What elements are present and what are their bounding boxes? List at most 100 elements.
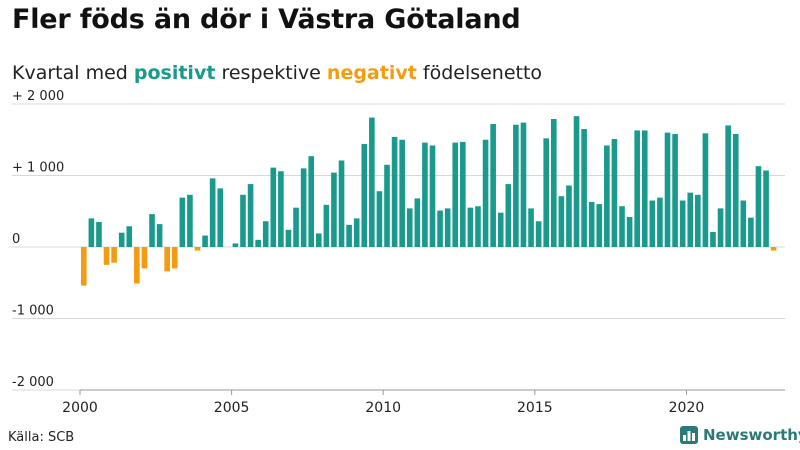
bar [641,130,648,247]
bar [657,197,663,247]
x-tick-label: 2000 [62,400,98,416]
chart-title: Fler föds än dör i Västra Götaland [12,4,521,35]
bar [566,185,572,247]
bar [755,166,762,247]
bar [710,231,716,247]
x-tick-label: 2005 [214,400,250,416]
bar [202,235,208,247]
bar [452,142,459,247]
bar [679,200,686,247]
bar [460,141,466,247]
y-tick-label: -2 000 [12,375,54,390]
bar [103,247,110,265]
bar [293,207,299,247]
brand-name: Newsworthy [703,426,800,444]
bar [209,178,216,247]
bar [573,116,580,247]
bar [581,129,587,247]
bar [278,171,284,247]
bar [611,139,618,247]
bar [497,212,504,247]
bar [338,160,345,247]
bar [346,224,352,247]
bar [619,206,625,247]
y-tick-label: -1 000 [12,304,54,319]
bar [384,164,390,247]
bar [156,224,163,247]
bar [763,170,769,247]
bar [664,132,671,247]
bar [505,184,512,247]
bar [596,204,603,247]
bar [270,167,277,247]
bar [232,243,239,247]
bar [369,117,375,248]
bar [422,142,428,247]
bar [550,119,557,247]
subtitle-suffix: födelsenetto [422,62,543,84]
bar [588,201,595,247]
bar [171,247,178,269]
brand-logo: Newsworthy [680,426,800,444]
bar [118,232,125,247]
bar [702,133,709,247]
bar [770,247,777,251]
bar [308,156,315,247]
y-tick-label: + 2 000 [12,89,64,104]
bar [748,217,754,247]
bar [513,124,519,247]
subtitle-middle: respektive [221,62,321,84]
bar [429,145,436,247]
bar [262,221,269,247]
bar [414,198,421,247]
bar [149,214,155,247]
x-tick-label: 2010 [365,400,401,416]
bar [482,139,489,247]
x-tick-label: 2015 [517,400,553,416]
bar [528,208,534,247]
bar [353,218,360,247]
x-tick-label: 2020 [669,400,705,416]
bar [558,196,565,247]
chart-subtitle: Kvartal med positivt respektive negativt… [12,62,542,84]
bar [475,206,481,247]
bar-chart-icon [680,426,698,444]
bar [695,194,701,247]
bar [740,200,747,247]
bar [141,247,148,269]
bar [391,136,398,247]
bar [361,144,368,247]
bar [543,138,550,247]
bar [315,233,322,247]
bar [490,124,496,247]
bar [626,216,633,247]
y-tick-label: 0 [12,232,20,247]
bar [331,172,337,247]
bar [732,134,739,247]
bar [717,208,724,247]
bar [134,247,140,284]
bar [300,168,307,247]
bar [179,197,186,247]
bar [399,139,405,247]
bar [255,239,261,247]
bar [672,134,678,247]
bar [437,210,443,247]
bar [126,226,133,247]
bar [604,145,610,247]
bar [520,122,527,247]
bar [376,191,383,247]
subtitle-prefix: Kvartal med [12,62,128,84]
bar [80,247,87,286]
bar [285,229,292,247]
bar [725,125,731,247]
bar [444,208,451,247]
subtitle-positive: positivt [133,62,216,84]
bar [187,194,193,247]
source-note: Källa: SCB [8,430,75,445]
bar [194,247,201,251]
bar [406,208,413,247]
bar [687,192,694,247]
y-tick-label: + 1 000 [12,161,64,176]
